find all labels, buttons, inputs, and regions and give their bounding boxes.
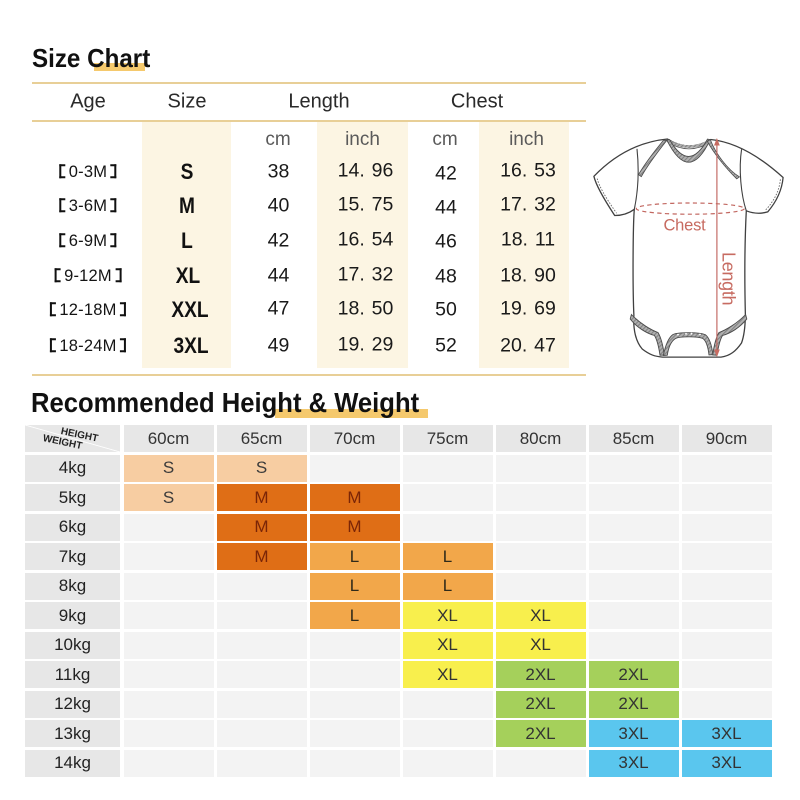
svg-text:Length: Length (719, 252, 739, 305)
svg-text:Chest: Chest (663, 217, 706, 235)
